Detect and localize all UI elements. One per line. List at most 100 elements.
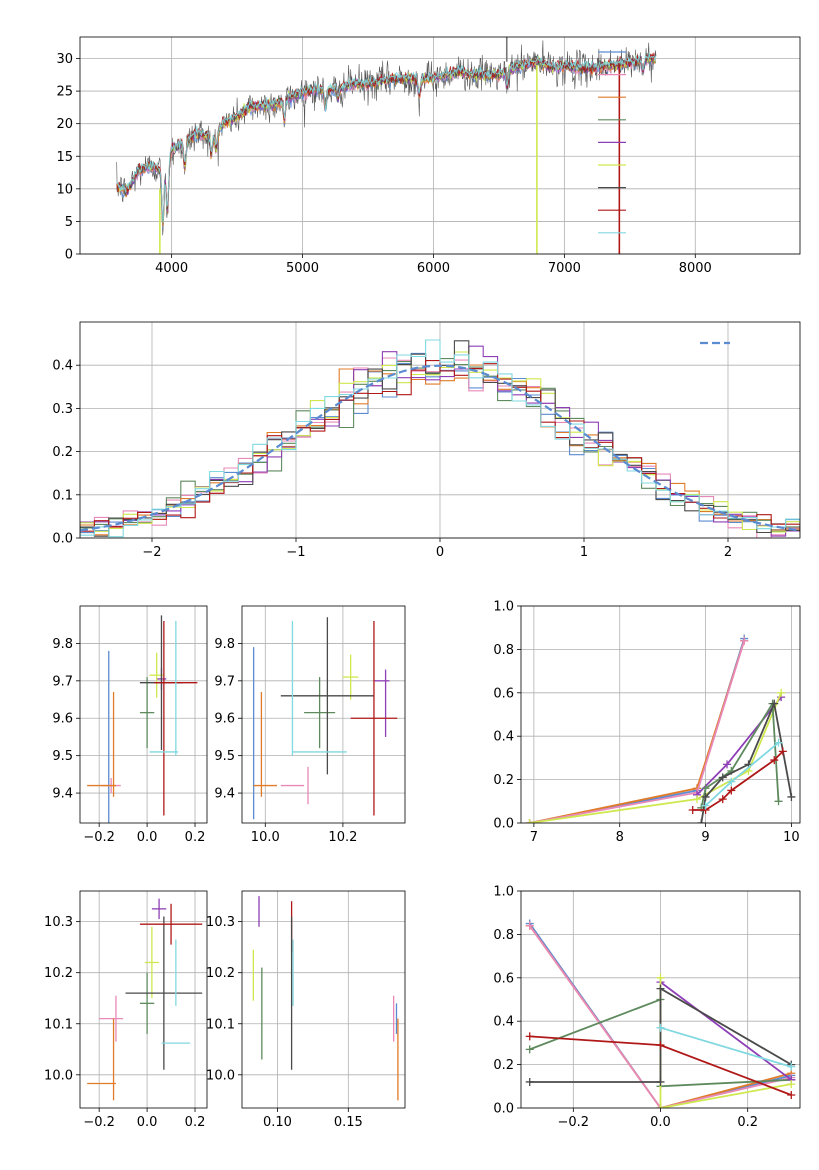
axes-spectrum: 4000 5000 6000 7000 8000 0 5 10 15 20 25 30 <box>56 36 801 276</box>
observed-spectrum-line <box>116 40 657 236</box>
y-tick-label: 9.4 <box>52 787 73 802</box>
x-tick-label: 4000 <box>155 261 188 276</box>
mass-weight-marker <box>525 819 534 823</box>
mass-weight-marker <box>774 738 783 747</box>
plot-area <box>87 898 203 1101</box>
y-tick-label: 0.1 <box>52 488 73 503</box>
mass-weight-marker <box>525 1045 534 1054</box>
mass-weight-marker <box>656 1023 665 1032</box>
y-tick-label: 9.5 <box>214 749 235 764</box>
mass-weight-line <box>700 700 793 823</box>
y-tick-label: 9.7 <box>214 674 235 689</box>
mass-weight-marker <box>787 1080 796 1089</box>
x-tick-label: −0.2 <box>558 1115 590 1130</box>
axes-frame <box>520 605 801 824</box>
y-tick-label: 0.8 <box>493 928 514 943</box>
residual-histogram-step <box>80 339 800 538</box>
x-tick-label: 5000 <box>286 261 319 276</box>
mass-weight-marker <box>740 636 749 645</box>
mass-weight-marker <box>692 795 701 804</box>
mass-weight-marker <box>656 1041 665 1050</box>
y-tick-label: 0.4 <box>493 1015 514 1030</box>
axes-frame <box>79 36 801 255</box>
x-tick-label: 0.15 <box>334 1115 363 1130</box>
y-tick-label: 0.4 <box>493 730 514 745</box>
mass-weight-marker <box>774 797 783 806</box>
y-tick-label: 10 <box>56 182 73 197</box>
mass-weight-marker <box>777 688 786 697</box>
y-tick-label: 0.0 <box>493 1102 514 1117</box>
mass-weight-line <box>529 640 746 823</box>
mass-weight-marker <box>770 756 779 765</box>
mass-weight-line <box>529 987 792 1083</box>
y-tick-label: 9.4 <box>214 787 235 802</box>
x-tick-label: 0.2 <box>185 1115 206 1130</box>
mass-weight-marker <box>688 805 697 814</box>
plot-area <box>80 339 800 538</box>
y-tick-label: 10.3 <box>206 915 235 930</box>
x-tick-label: 0.0 <box>137 1115 158 1130</box>
y-tick-label: 1.0 <box>493 600 514 615</box>
y-tick-label: 9.8 <box>52 637 73 652</box>
axes-frame <box>520 890 801 1109</box>
y-tick-label: 0 <box>65 248 73 263</box>
mass-weight-marker <box>727 777 736 786</box>
mass-weight-marker <box>525 921 534 930</box>
mass-weight-marker <box>656 1104 665 1108</box>
axes-frame <box>79 321 801 539</box>
x-tick-label: −1 <box>286 545 305 560</box>
y-tick-label: 0.4 <box>52 359 73 374</box>
mass-weight-marker <box>718 773 727 782</box>
mass-weight-marker <box>525 1032 534 1041</box>
x-tick-label: 6000 <box>417 261 450 276</box>
y-tick-label: 15 <box>56 150 73 165</box>
y-tick-label: 20 <box>56 117 73 132</box>
y-tick-label: 0.6 <box>493 971 514 986</box>
axes-age-vs-Z: −0.2 0.0 0.2 9.4 9.5 9.6 9.7 9.8 <box>52 605 208 845</box>
plot-area <box>87 615 198 823</box>
mass-weight-marker <box>701 784 710 793</box>
x-tick-label: −2 <box>142 545 161 560</box>
mass-weight-marker <box>701 792 710 801</box>
mass-weight-marker <box>525 1077 534 1086</box>
y-tick-label: 0.2 <box>52 445 73 460</box>
plot-area <box>525 634 796 823</box>
mass-weight-marker <box>787 1062 796 1071</box>
y-tick-label: 0.6 <box>493 686 514 701</box>
x-tick-label: 2 <box>724 545 732 560</box>
x-tick-label: 1 <box>580 545 588 560</box>
y-tick-label: 9.6 <box>52 712 73 727</box>
mass-weight-marker <box>727 786 736 795</box>
x-tick-label: 9 <box>701 830 709 845</box>
y-tick-label: 9.8 <box>214 637 235 652</box>
y-tick-label: 10.1 <box>206 1017 235 1032</box>
y-tick-label: 0.2 <box>493 1058 514 1073</box>
plot-area <box>252 896 399 1101</box>
y-tick-label: 9.7 <box>52 674 73 689</box>
x-tick-label: 0.2 <box>737 1115 758 1130</box>
mass-weight-marker <box>787 792 796 801</box>
x-tick-label: 0.2 <box>185 830 206 845</box>
mass-weight-marker <box>787 1090 796 1099</box>
mass-weight-marker <box>770 699 779 708</box>
x-tick-label: 0.0 <box>137 830 158 845</box>
model-spectrum-line <box>116 53 656 223</box>
mass-weight-line <box>659 981 792 1081</box>
mass-weight-marker <box>656 973 665 982</box>
mass-weight-line <box>529 692 782 823</box>
y-tick-label: 9.5 <box>52 749 73 764</box>
x-tick-label: −0.2 <box>83 1115 115 1130</box>
axes-weight-vs-age: 7 8 9 10 0.0 0.2 0.4 0.6 0.8 1.0 <box>493 600 801 845</box>
x-tick-label: 8000 <box>679 261 712 276</box>
x-tick-label: 7000 <box>548 261 581 276</box>
x-tick-label: 0 <box>436 545 444 560</box>
axes-frame <box>79 890 208 1109</box>
mass-weight-line <box>660 1026 792 1068</box>
y-tick-label: 9.6 <box>214 712 235 727</box>
x-tick-label: 7 <box>530 830 538 845</box>
y-tick-label: 5 <box>65 215 73 230</box>
y-tick-label: 10.0 <box>206 1068 235 1083</box>
mass-weight-marker <box>718 795 727 804</box>
x-tick-label: 0.10 <box>263 1115 292 1130</box>
